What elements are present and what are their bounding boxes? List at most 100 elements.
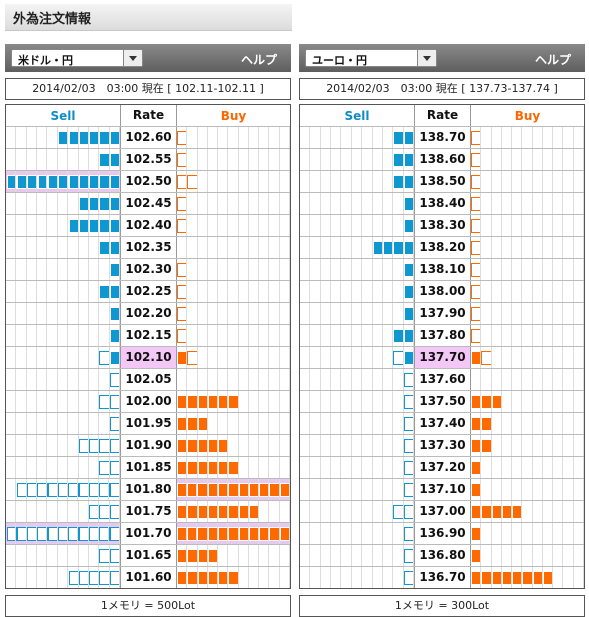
sell-open-block — [403, 460, 414, 475]
sell-cell — [300, 127, 415, 148]
grid-lines — [471, 303, 584, 324]
sell-block — [99, 284, 110, 299]
grid-lines — [177, 127, 290, 148]
order-row: 102.25 — [6, 280, 290, 302]
buy-block — [491, 504, 502, 519]
buy-header: Buy — [514, 108, 541, 123]
buy-block — [207, 548, 219, 563]
grid-lines — [300, 479, 414, 500]
rate-value: 102.10 — [121, 347, 177, 368]
rate-status: 2014/02/03 03:00 現在 [ 137.73-137.74 ] — [299, 78, 585, 100]
panel-header: ユーロ・円 ヘルプ — [299, 44, 585, 72]
rate-value: 138.70 — [415, 127, 471, 148]
sell-block — [6, 174, 18, 189]
sell-block — [393, 240, 404, 255]
buy-block — [471, 416, 482, 431]
sell-cell — [300, 479, 415, 500]
currency-pair-select[interactable]: 米ドル・円 — [11, 49, 143, 67]
help-link[interactable]: ヘルプ — [240, 53, 277, 67]
sell-open-block — [47, 482, 59, 497]
chevron-down-icon[interactable] — [417, 50, 436, 66]
buy-cell — [177, 325, 290, 346]
sell-block — [403, 328, 414, 343]
sell-open-block — [16, 482, 28, 497]
sell-block — [109, 306, 120, 321]
buy-block — [187, 548, 198, 563]
buy-block — [177, 350, 188, 365]
sell-cell — [6, 545, 121, 566]
help-link[interactable]: ヘルプ — [534, 53, 571, 67]
rate-value: 102.20 — [121, 303, 177, 324]
order-row: 136.80 — [300, 544, 584, 566]
sell-block — [403, 130, 414, 145]
buy-block — [218, 504, 229, 519]
sell-open-block — [403, 504, 414, 519]
currency-pair-select[interactable]: ユーロ・円 — [305, 49, 437, 67]
order-row: 136.70 — [300, 566, 584, 588]
sell-block — [47, 174, 59, 189]
grid-lines — [471, 193, 584, 214]
order-row: 101.80 — [6, 478, 290, 500]
buy-cell — [177, 303, 290, 324]
sell-open-block — [68, 526, 79, 541]
buy-cell — [471, 457, 584, 478]
rate-value: 102.15 — [121, 325, 177, 346]
sell-cell — [6, 171, 121, 192]
sell-block — [37, 174, 48, 189]
buy-open-block — [177, 174, 188, 189]
panel-header: 米ドル・円 ヘルプ — [5, 44, 291, 72]
rate-value: 137.70 — [415, 347, 471, 368]
order-row: 137.20 — [300, 456, 584, 478]
buy-cell — [177, 545, 290, 566]
rate-value: 138.40 — [415, 193, 471, 214]
sell-block — [403, 262, 414, 277]
buy-block — [471, 482, 482, 497]
sell-cell — [300, 281, 415, 302]
buy-open-block — [177, 196, 188, 211]
rate-value: 102.55 — [121, 149, 177, 170]
page-title: 外為注文情報 — [13, 12, 92, 27]
grid-lines — [300, 545, 414, 566]
buy-block — [207, 394, 219, 409]
buy-block — [238, 526, 249, 541]
sell-cell — [300, 567, 415, 588]
sell-cell — [6, 347, 121, 368]
rate-value: 101.70 — [121, 523, 177, 544]
buy-block — [501, 570, 513, 585]
buy-open-block — [471, 328, 482, 343]
buy-block — [187, 394, 198, 409]
buy-block — [481, 570, 492, 585]
order-row: 101.90 — [6, 434, 290, 456]
grid-lines — [300, 369, 414, 390]
eurjpy-panel: ユーロ・円 ヘルプ 2014/02/03 03:00 現在 [ 137.73-1… — [299, 44, 585, 617]
sell-cell — [6, 237, 121, 258]
grid-lines — [471, 259, 584, 280]
grid-lines — [471, 171, 584, 192]
buy-cell — [177, 149, 290, 170]
buy-cell — [177, 171, 290, 192]
buy-cell — [177, 193, 290, 214]
sell-open-block — [403, 548, 414, 563]
buy-cell — [177, 281, 290, 302]
buy-block — [207, 526, 218, 541]
sell-open-block — [47, 526, 59, 541]
sell-open-block — [109, 416, 120, 431]
sell-block — [89, 218, 100, 233]
sell-cell — [6, 215, 121, 236]
buy-block — [481, 504, 492, 519]
buy-open-block — [471, 130, 482, 145]
buy-cell — [471, 479, 584, 500]
sell-cell — [6, 259, 121, 280]
order-row: 138.40 — [300, 192, 584, 214]
buy-block — [471, 460, 482, 475]
sell-cell — [6, 193, 121, 214]
buy-block — [187, 460, 198, 475]
sell-cell — [6, 127, 121, 148]
buy-block — [197, 570, 208, 585]
order-row: 101.70 — [6, 522, 290, 544]
chevron-down-icon[interactable] — [123, 50, 142, 66]
sell-open-block — [109, 526, 120, 541]
sell-open-block — [78, 438, 90, 453]
sell-block — [68, 130, 79, 145]
buy-cell — [177, 259, 290, 280]
